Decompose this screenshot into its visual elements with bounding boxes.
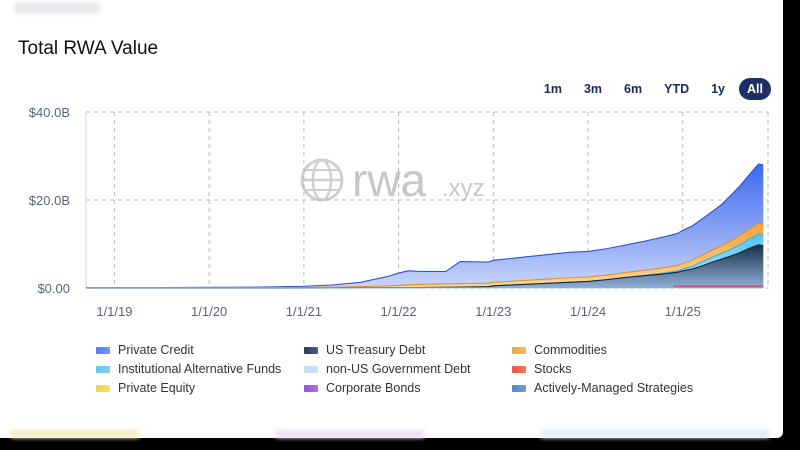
legend-label: Institutional Alternative Funds — [118, 362, 282, 376]
legend-label: Private Equity — [118, 381, 196, 395]
globe-icon — [300, 158, 344, 202]
x-tick-label: 1/1/23 — [475, 304, 511, 319]
area-series — [86, 163, 764, 288]
legend-label: US Treasury Debt — [326, 343, 426, 357]
chart-legend: Private Credit US Treasury Debt Commoditie… — [96, 342, 736, 396]
watermark-suffix: .xyz — [442, 175, 485, 202]
watermark-name: rwa — [352, 154, 427, 206]
area-series — [86, 244, 764, 288]
chart-card: Total RWA Value 1m 3m 6m YTD 1y All rwa .xyz $0… — [0, 0, 783, 438]
legend-swatch — [96, 384, 110, 392]
legend-swatch — [512, 365, 526, 373]
chart-title: Total RWA Value — [18, 38, 159, 59]
x-tick-label: 1/1/19 — [96, 304, 132, 319]
time-range-selector: 1m 3m 6m YTD 1y All — [536, 78, 771, 100]
range-button-all[interactable]: All — [739, 78, 771, 100]
area-series-line — [86, 222, 764, 289]
x-tick-label: 1/1/24 — [570, 304, 606, 319]
y-tick-label: $40.0B — [29, 105, 70, 120]
legend-item[interactable]: Corporate Bonds — [304, 380, 512, 396]
y-tick-label: $0.00 — [37, 281, 70, 296]
legend-swatch — [96, 346, 110, 354]
cropped-legend-row — [10, 430, 140, 438]
legend-item[interactable]: Actively-Managed Strategies — [512, 380, 722, 396]
legend-swatch — [96, 365, 110, 373]
range-button-3m[interactable]: 3m — [583, 82, 603, 96]
cropped-legend-row — [540, 430, 770, 438]
range-button-ytd[interactable]: YTD — [664, 82, 690, 96]
legend-label: Actively-Managed Strategies — [534, 381, 694, 395]
legend-swatch — [512, 384, 526, 392]
legend-label: Corporate Bonds — [326, 381, 421, 395]
legend-label: Stocks — [534, 362, 572, 376]
x-tick-label: 1/1/22 — [381, 304, 417, 319]
range-button-1m[interactable]: 1m — [543, 82, 562, 96]
y-tick-label: $20.0B — [29, 193, 70, 208]
rwa-area-chart: rwa .xyz $0.00 $20.0B $40.0B 1/1/19 1/1/20 1/1/… — [29, 105, 769, 319]
area-series-line — [86, 163, 764, 289]
legend-item[interactable]: Private Credit — [96, 342, 304, 358]
x-tick-label: 1/1/25 — [665, 304, 701, 319]
legend-item[interactable]: Private Equity — [96, 380, 304, 396]
legend-item[interactable]: Institutional Alternative Funds — [96, 361, 304, 377]
legend-item[interactable]: Stocks — [512, 361, 722, 377]
legend-swatch — [304, 365, 318, 373]
legend-swatch — [304, 346, 318, 354]
range-button-1y[interactable]: 1y — [711, 82, 726, 96]
legend-label: Commodities — [534, 343, 607, 357]
legend-swatch — [304, 384, 318, 392]
cropped-legend-row — [275, 430, 425, 438]
legend-label: non-US Government Debt — [326, 362, 471, 376]
legend-item[interactable]: non-US Government Debt — [304, 361, 512, 377]
cropped-header-text — [14, 2, 100, 14]
x-tick-label: 1/1/20 — [191, 304, 227, 319]
legend-label: Private Credit — [118, 343, 194, 357]
legend-swatch — [512, 346, 526, 354]
legend-item[interactable]: Commodities — [512, 342, 722, 358]
watermark: rwa .xyz — [300, 154, 485, 206]
range-button-6m[interactable]: 6m — [624, 82, 643, 96]
x-tick-label: 1/1/21 — [286, 304, 322, 319]
legend-item[interactable]: US Treasury Debt — [304, 342, 512, 358]
